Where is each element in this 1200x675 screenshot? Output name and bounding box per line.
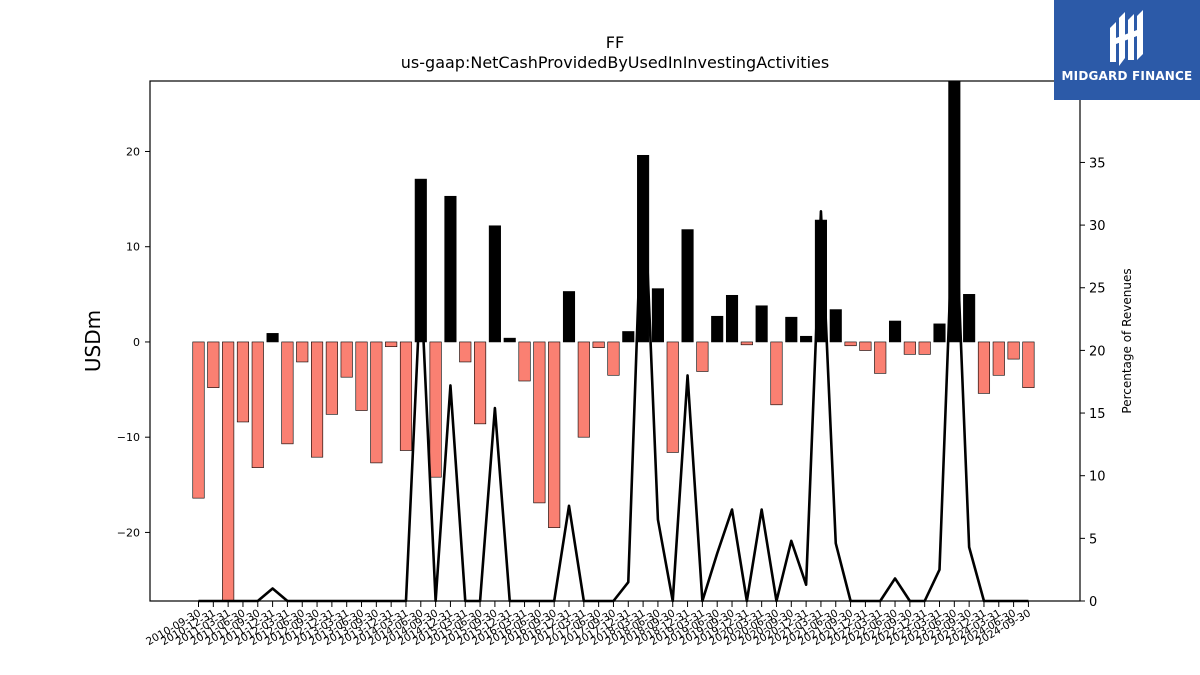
bars-layer — [192, 80, 1035, 602]
bar — [592, 341, 605, 348]
bar — [963, 294, 976, 343]
brand-logo: MIDGARD FINANCE — [1054, 0, 1200, 100]
y-tick-label: −10 — [117, 431, 140, 444]
y-tick-label: −20 — [117, 526, 140, 539]
y-tick-label: 20 — [126, 145, 140, 158]
bar — [859, 341, 872, 351]
bar — [207, 341, 220, 388]
chart-subtitle: us-gaap:NetCashProvidedByUsedInInvesting… — [401, 53, 829, 72]
bar — [800, 335, 813, 343]
bar — [429, 341, 442, 478]
y-right-tick-label: 20 — [1089, 344, 1106, 359]
bar — [696, 341, 709, 372]
bar — [577, 341, 590, 438]
y-axis-left: −20 −10 0 10 20 — [117, 145, 150, 539]
bar — [488, 225, 501, 343]
y-right-tick-label: 35 — [1089, 156, 1106, 171]
bar — [266, 333, 279, 343]
bar — [474, 341, 487, 425]
bar — [1007, 341, 1020, 360]
bar — [844, 341, 857, 347]
y-axis-right: 0 5 10 15 20 25 30 35 — [1080, 156, 1106, 610]
bar — [992, 341, 1005, 376]
bar — [251, 341, 264, 468]
y-right-tick-label: 5 — [1089, 532, 1097, 547]
bar — [562, 291, 576, 343]
bar — [666, 341, 679, 453]
bar — [918, 341, 931, 355]
bar — [622, 331, 635, 343]
y-axis-right-label: Percentage of Revenues — [1120, 268, 1134, 413]
bar — [740, 341, 753, 346]
bar — [725, 294, 739, 343]
y-right-tick-label: 15 — [1089, 407, 1106, 422]
bar — [637, 154, 650, 343]
bar — [340, 341, 353, 378]
bar — [903, 341, 916, 355]
bar — [192, 341, 205, 499]
bar — [503, 337, 516, 343]
bar — [222, 341, 235, 602]
bar — [325, 341, 338, 415]
bar — [518, 341, 531, 382]
plot-frame — [149, 80, 1081, 602]
bar — [370, 341, 383, 464]
y-right-tick-label: 10 — [1089, 470, 1106, 485]
y-right-tick-label: 30 — [1089, 219, 1106, 234]
bar — [296, 341, 309, 363]
bar — [711, 315, 724, 343]
bar — [399, 341, 413, 451]
bar — [281, 341, 294, 445]
bar — [548, 341, 561, 528]
bar — [385, 341, 398, 348]
bar — [459, 341, 472, 363]
bar — [607, 341, 620, 376]
bar — [681, 229, 694, 343]
brand-name: MIDGARD FINANCE — [1061, 69, 1193, 83]
bar — [533, 341, 546, 504]
bar — [785, 316, 798, 343]
bar — [311, 341, 324, 458]
bar — [444, 195, 457, 343]
y-tick-label: 0 — [133, 336, 140, 349]
y-right-tick-label: 25 — [1089, 282, 1106, 297]
y-right-tick-label: 0 — [1089, 595, 1097, 610]
bar — [977, 341, 991, 394]
bar — [933, 323, 946, 343]
bar — [874, 341, 887, 374]
bar — [414, 178, 427, 343]
bar — [888, 320, 902, 343]
x-axis: 2010-09-302010-12-312011-03-312011-06-30… — [144, 601, 1033, 648]
chart-title: FF — [606, 33, 624, 52]
bar — [829, 309, 842, 343]
bar — [236, 341, 250, 423]
bar — [355, 341, 368, 411]
logo-mark-icon — [1110, 10, 1143, 66]
y-tick-label: 10 — [126, 241, 140, 254]
y-axis-label: USDm — [81, 310, 105, 372]
bar — [770, 341, 783, 406]
bar — [1022, 341, 1035, 388]
bar — [651, 288, 664, 343]
bar — [755, 305, 768, 343]
